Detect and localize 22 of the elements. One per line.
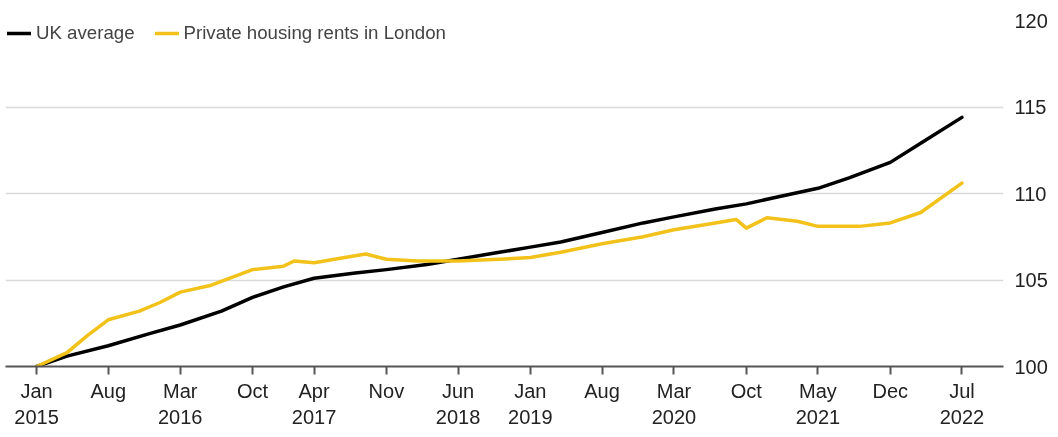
x-tick-label: Apr 2017 (291, 379, 337, 428)
x-tick-label: Aug (90, 379, 127, 402)
x-tick-label: Jul 2022 (939, 379, 985, 428)
y-tick-label: 105 (1014, 269, 1048, 291)
y-tick-label: 110 (1014, 182, 1047, 205)
x-tick-label: Aug (584, 379, 620, 402)
line-series (34, 181, 964, 367)
x-tick-label: Oct (730, 379, 763, 402)
x-tick-label: Nov (368, 379, 405, 402)
y-tick-label: 115 (1014, 96, 1047, 118)
x-tick-label: Mar 2016 (157, 379, 203, 428)
x-tick-label: Jan 2015 (14, 379, 59, 428)
x-tick-label: Jun 2018 (435, 379, 481, 428)
x-tick-label: Dec (872, 379, 909, 402)
y-tick-label: 100 (1014, 355, 1048, 378)
x-tick-label: May 2021 (795, 379, 841, 428)
legend-label: UK average (36, 22, 135, 44)
x-tick-label: Oct (236, 379, 269, 402)
y-tick-label: 120 (1014, 9, 1048, 32)
x-tick-label: Jan 2019 (508, 379, 553, 428)
legend-label: Private housing rents in London (183, 22, 446, 44)
x-tick-label: Mar 2020 (651, 379, 697, 428)
